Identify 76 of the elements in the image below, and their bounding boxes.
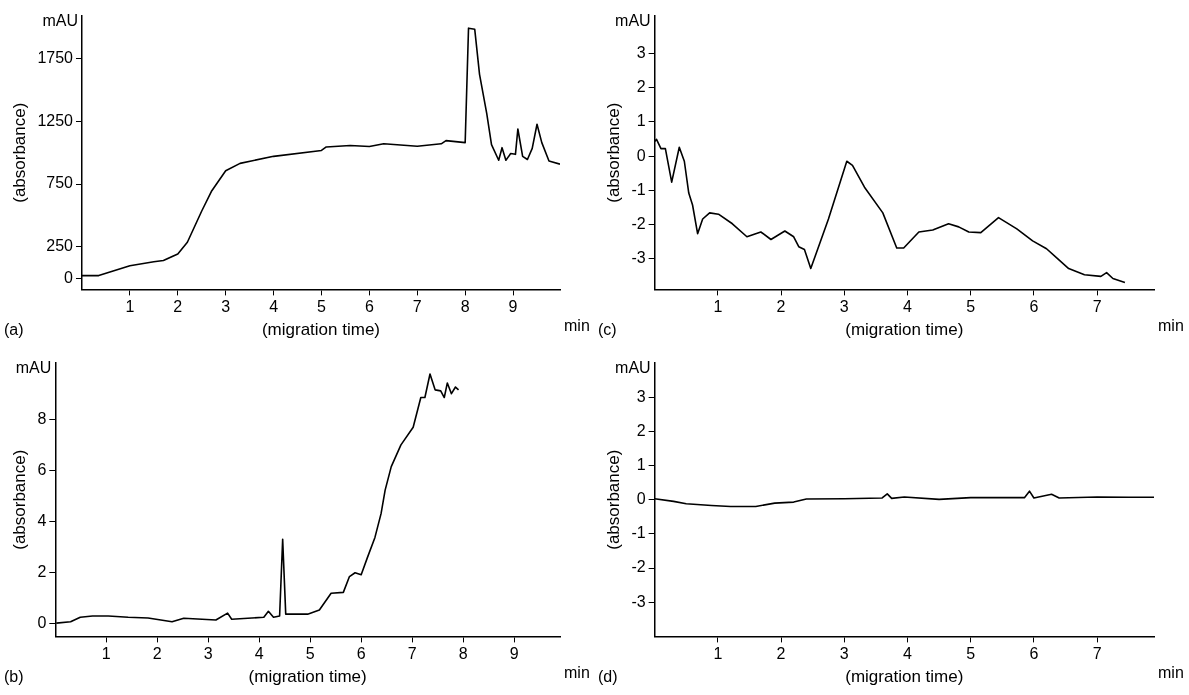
y-tick-label: 6 [37, 460, 47, 478]
y-tick-label: 2 [636, 421, 646, 439]
y-tick-label: 1750 [37, 49, 74, 67]
text: mAU [42, 12, 78, 30]
y-axis-title: (absorbance) [9, 449, 29, 550]
y-tick-label: 250 [46, 237, 74, 255]
y-tick-label: 1250 [37, 111, 74, 129]
x-tick-label: 2 [173, 298, 183, 316]
y-tick-label: 0 [37, 614, 47, 632]
x-tick-label: 6 [356, 645, 366, 663]
x-tick-label: 4 [903, 298, 913, 316]
y-tick-label: 750 [46, 174, 74, 192]
x-tick-label: 3 [839, 298, 849, 316]
x-tick-label: 2 [776, 645, 786, 663]
y-tick-label: 3 [636, 44, 646, 61]
x-tick-label: 8 [460, 298, 470, 316]
x-tick-label: 6 [1029, 645, 1039, 663]
text: mAU [15, 359, 52, 377]
text: (a) [4, 321, 24, 339]
text: min [1158, 664, 1184, 682]
text: (d) [598, 668, 618, 686]
y-tick-label: 2 [636, 78, 646, 96]
x-tick-label: 3 [839, 645, 849, 663]
x-tick-label: 3 [221, 298, 231, 316]
y-tick-label: -1 [631, 524, 646, 542]
x-tick-label: 4 [254, 645, 264, 663]
x-tick-label: 3 [203, 645, 213, 663]
y-axis-title: (absorbance) [603, 449, 623, 550]
y-tick-label: -3 [631, 592, 646, 610]
x-tick-label: 9 [509, 645, 519, 663]
text: min [1158, 317, 1184, 335]
x-axis-title: (migration time) [845, 320, 964, 340]
y-tick-label: 8 [37, 409, 47, 427]
y-axis-title: (absorbance) [9, 102, 29, 203]
y-tick-label: 0 [636, 490, 646, 508]
x-tick-label: 1 [101, 645, 111, 663]
x-tick-label: 7 [412, 298, 422, 316]
x-tick-label: 6 [364, 298, 374, 316]
x-tick-label: 4 [269, 298, 279, 316]
x-axis-title: (migration time) [261, 320, 381, 340]
x-tick-label: 5 [317, 298, 327, 316]
text: (b) [4, 668, 24, 686]
x-tick-label: 2 [776, 298, 786, 316]
y-tick-label: -1 [631, 180, 646, 198]
x-tick-label: 1 [713, 298, 723, 316]
x-tick-label: 7 [407, 645, 417, 663]
x-tick-label: 7 [1092, 298, 1102, 316]
x-tick-label: 1 [713, 645, 723, 663]
x-tick-label: 8 [458, 645, 468, 663]
x-tick-label: 5 [966, 298, 976, 316]
x-axis-title: (migration time) [248, 667, 367, 687]
text: mAU [615, 359, 651, 377]
y-tick-label: 3 [636, 387, 646, 405]
y-tick-label: -2 [631, 558, 646, 576]
y-tick-label: 0 [636, 146, 646, 164]
y-tick-label: -3 [631, 249, 646, 267]
x-tick-label: 2 [152, 645, 162, 663]
x-tick-label: 5 [966, 645, 976, 663]
x-axis-title: (migration time) [845, 667, 964, 687]
x-tick-label: 1 [125, 298, 135, 316]
y-tick-label: 2 [37, 563, 47, 581]
x-tick-label: 5 [305, 645, 315, 663]
y-tick-label: -2 [631, 214, 646, 232]
text: min [564, 317, 590, 335]
y-tick-label: 1 [636, 112, 646, 130]
y-tick-label: 1 [636, 455, 646, 473]
x-tick-label: 9 [508, 298, 518, 316]
x-tick-label: 4 [903, 645, 913, 663]
text: (c) [598, 321, 617, 339]
y-axis-title: (absorbance) [603, 102, 623, 203]
x-tick-label: 6 [1029, 298, 1039, 316]
y-tick-label: 0 [64, 268, 74, 286]
x-tick-label: 7 [1092, 645, 1102, 663]
y-tick-label: 4 [37, 511, 47, 529]
text: min [564, 664, 590, 682]
text: mAU [615, 12, 651, 30]
